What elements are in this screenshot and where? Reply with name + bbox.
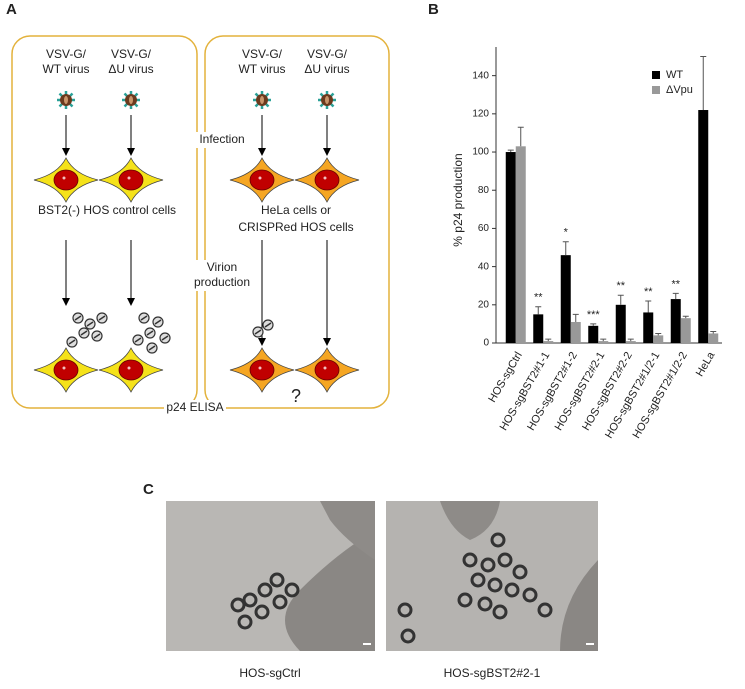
virus-label: VSV-G/ xyxy=(46,47,87,61)
error-bar xyxy=(507,149,514,153)
error-bar xyxy=(710,331,717,334)
question-mark: ? xyxy=(291,386,301,406)
virion-art xyxy=(397,532,553,644)
panel-label: C xyxy=(143,481,154,498)
legend-label: WT xyxy=(666,69,683,81)
step-label: Virion xyxy=(207,260,237,274)
significance: * xyxy=(564,227,569,239)
bar xyxy=(588,325,599,343)
error-bar xyxy=(600,338,607,342)
bar xyxy=(515,146,526,343)
significance: *** xyxy=(587,309,601,321)
bar xyxy=(643,312,654,343)
legend-swatch xyxy=(652,86,660,94)
cell-label: BST2(-) HOS control cells xyxy=(38,203,176,217)
significance: ** xyxy=(616,280,625,292)
error-bar xyxy=(535,306,542,315)
virus-label: VSV-G/ xyxy=(242,47,283,61)
bar xyxy=(653,335,664,343)
virus-label: ΔU virus xyxy=(108,62,153,76)
y-tick-label: 20 xyxy=(478,299,490,310)
error-bar xyxy=(672,292,679,300)
error-bar xyxy=(682,315,689,319)
significance: ** xyxy=(671,278,680,290)
error-bar xyxy=(545,338,552,342)
error-bar xyxy=(627,338,634,342)
x-tick-label: HeLa xyxy=(694,349,718,379)
y-tick-label: 120 xyxy=(472,108,489,119)
panel-c: C HOS-sgCtrl HOS-sgBST2#2-1 xyxy=(143,481,598,680)
virus-label: VSV-G/ xyxy=(307,47,348,61)
x-tick-label: HOS-sgBST2#1-1 xyxy=(498,350,553,433)
panel-label: A xyxy=(6,1,17,18)
error-bar xyxy=(645,300,652,313)
y-tick-label: 60 xyxy=(478,223,490,234)
caption: HOS-sgBST2#2-1 xyxy=(444,666,541,680)
bar xyxy=(598,341,609,343)
bar xyxy=(505,152,516,343)
bar xyxy=(670,299,681,343)
bar xyxy=(698,110,709,344)
error-bar xyxy=(617,294,624,305)
legend-swatch xyxy=(652,71,660,79)
bar xyxy=(543,341,554,343)
y-tick-label: 40 xyxy=(478,261,490,272)
error-bar xyxy=(590,323,597,326)
virus-label: ΔU virus xyxy=(304,62,349,76)
step-label: Infection xyxy=(199,132,244,146)
y-axis-label: % p24 production xyxy=(451,153,465,246)
y-tick-label: 140 xyxy=(472,70,489,81)
y-tick-label: 100 xyxy=(472,147,489,158)
diagram-art xyxy=(33,89,360,393)
virus-label: VSV-G/ xyxy=(111,47,152,61)
error-bar xyxy=(562,241,569,256)
bar xyxy=(615,304,626,343)
y-tick-label: 0 xyxy=(483,338,489,349)
bar xyxy=(625,341,636,343)
significance: ** xyxy=(534,292,543,304)
bar xyxy=(560,255,571,343)
error-bar xyxy=(517,126,524,147)
panel-b: B % p24 production 0 20 40 60 80 100 120 140 HOS… xyxy=(428,1,722,441)
x-tick-label: HOS-sgBST2#2-1 xyxy=(553,350,608,433)
virus-label: WT virus xyxy=(42,62,89,76)
panel-a: A VSV-G/ WT virus VSV-G/ ΔU virus VSV-G/… xyxy=(6,1,390,416)
bar xyxy=(708,333,719,343)
cell-label: CRISPRed HOS cells xyxy=(238,220,353,234)
bar xyxy=(680,318,691,343)
error-bar xyxy=(655,332,662,336)
box xyxy=(204,35,390,409)
virion-art xyxy=(230,572,300,630)
virus-label: WT virus xyxy=(238,62,285,76)
x-tick-label: HOS-sgBST2#1-2 xyxy=(525,350,580,433)
significance: ** xyxy=(644,286,653,298)
caption: HOS-sgCtrl xyxy=(239,666,300,680)
bar xyxy=(533,314,544,343)
error-bar xyxy=(700,56,707,111)
bar xyxy=(570,321,581,343)
x-tick-label: HOS-sgBST2#2-2 xyxy=(580,350,635,433)
panel-label: B xyxy=(428,1,439,18)
step-label: production xyxy=(194,275,250,289)
legend-label: ΔVpu xyxy=(666,84,693,96)
cell-label: HeLa cells or xyxy=(261,203,331,217)
error-bar xyxy=(572,313,579,322)
box xyxy=(11,35,198,409)
step-label: p24 ELISA xyxy=(166,400,223,414)
y-tick-label: 80 xyxy=(478,185,490,196)
